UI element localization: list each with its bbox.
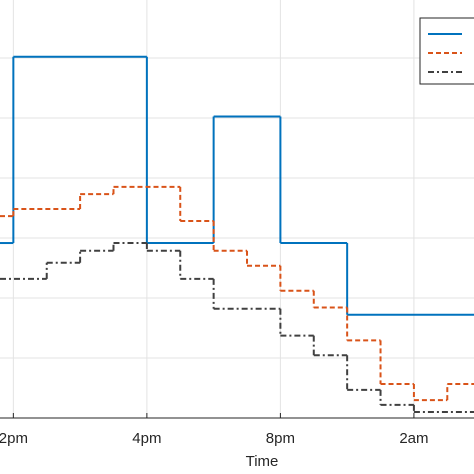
- step-riser: [12, 186, 449, 401]
- x-tick-label: 8pm: [266, 430, 295, 447]
- series: [0, 242, 474, 414]
- series: [0, 55, 474, 316]
- step-riser: [45, 243, 415, 413]
- x-tick-label: 4pm: [132, 430, 161, 447]
- x-tick-label: 2am: [399, 430, 428, 447]
- series: [0, 185, 474, 402]
- step-riser: [12, 56, 349, 315]
- x-axis-label: Time: [246, 453, 279, 470]
- legend-box: [419, 17, 474, 85]
- x-tick-label: 2pm: [0, 430, 28, 447]
- legend: [419, 17, 474, 85]
